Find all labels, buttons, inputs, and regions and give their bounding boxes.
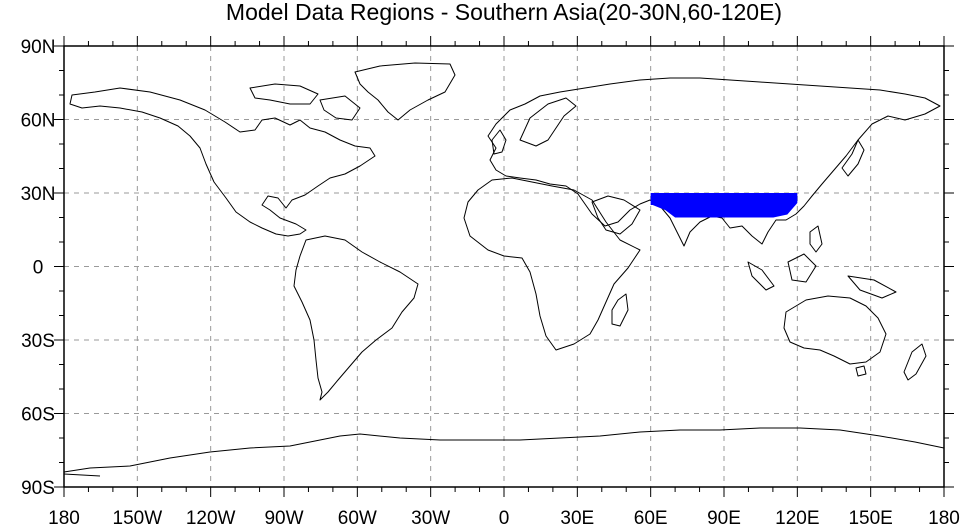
australia-coastline <box>783 295 887 365</box>
baffin-island-coastline <box>319 95 361 121</box>
x-tick-label: 30W <box>411 508 450 529</box>
arctic-islands-coastline <box>249 83 319 105</box>
x-tick-label: 180 <box>48 508 80 529</box>
x-tick-label: 150E <box>848 508 892 529</box>
new-zealand-coastline <box>903 343 927 381</box>
x-tick-label: 60W <box>338 508 377 529</box>
south-america-coastline <box>293 235 419 401</box>
y-tick-label: 60N <box>21 111 56 132</box>
japan-coastline <box>841 139 865 177</box>
region-highlight <box>650 193 798 218</box>
tasmania-coastline <box>855 365 867 377</box>
grid-lines <box>64 46 944 487</box>
greenland-coastline <box>354 62 456 121</box>
y-tick-label: 60S <box>21 405 55 426</box>
x-tick-label: 0 <box>499 508 510 529</box>
sumatra-coastline <box>747 261 775 291</box>
madagascar-coastline <box>611 293 629 327</box>
x-tick-label: 120W <box>186 508 236 529</box>
new-guinea-coastline <box>847 275 897 299</box>
x-tick-label: 150W <box>113 508 163 529</box>
map-title: Model Data Regions - Southern Asia(20-30… <box>226 0 782 25</box>
x-tick-label: 90W <box>264 508 303 529</box>
coastlines <box>63 62 945 477</box>
x-tick-label: 180 <box>928 508 960 529</box>
x-tick-label: 30E <box>560 508 594 529</box>
eurasia-coastline <box>487 77 941 247</box>
x-tick-label: 60E <box>634 508 668 529</box>
southern-asia-region <box>650 193 798 218</box>
x-axis: 180 150W 120W 90W 60W 30W 0 30E 60E 90E 120E 150E 18… <box>48 36 960 529</box>
africa-coastline <box>463 177 641 351</box>
y-tick-label: 30S <box>21 331 55 352</box>
y-axis: 90N 60N 30N 0 30S 60S 90S <box>21 37 954 499</box>
great-britain-coastline <box>491 129 507 155</box>
y-tick-label: 90N <box>21 37 56 58</box>
philippines-coastline <box>809 225 823 253</box>
antarctica-coastline <box>63 427 945 473</box>
y-tick-label: 30N <box>21 184 56 205</box>
x-tick-label: 90E <box>707 508 741 529</box>
borneo-coastline <box>787 253 817 283</box>
scandinavia-coastline <box>519 97 577 147</box>
antarctica-north-coast <box>63 473 101 477</box>
y-tick-label: 90S <box>21 478 55 499</box>
north-america-coastline <box>69 87 376 237</box>
x-tick-label: 120E <box>775 508 819 529</box>
y-tick-label: 0 <box>33 258 44 279</box>
arabia-coastline <box>591 195 641 235</box>
